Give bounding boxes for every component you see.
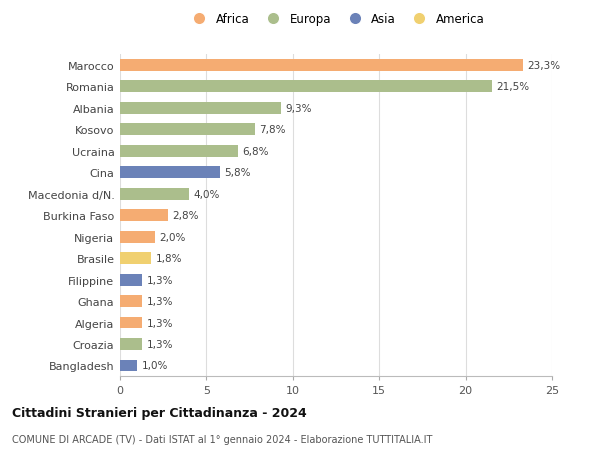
Bar [120,360,137,372]
Legend: Africa, Europa, Asia, America: Africa, Europa, Asia, America [182,8,490,31]
Text: 2,0%: 2,0% [159,232,185,242]
Bar [120,274,142,286]
Text: 7,8%: 7,8% [259,125,286,135]
Text: 1,3%: 1,3% [147,297,173,307]
Bar [120,252,151,264]
Text: COMUNE DI ARCADE (TV) - Dati ISTAT al 1° gennaio 2024 - Elaborazione TUTTITALIA.: COMUNE DI ARCADE (TV) - Dati ISTAT al 1°… [12,434,433,444]
Text: 1,0%: 1,0% [142,361,168,371]
Bar [120,103,281,115]
Bar [120,146,238,157]
Bar [120,338,142,350]
Text: 2,8%: 2,8% [173,211,199,221]
Bar [120,231,155,243]
Bar [120,210,169,222]
Text: 1,8%: 1,8% [155,253,182,263]
Bar [120,124,255,136]
Text: 1,3%: 1,3% [147,275,173,285]
Text: 5,8%: 5,8% [224,168,251,178]
Text: 23,3%: 23,3% [527,61,560,71]
Bar [120,81,491,93]
Text: Cittadini Stranieri per Cittadinanza - 2024: Cittadini Stranieri per Cittadinanza - 2… [12,406,307,419]
Text: 6,8%: 6,8% [242,146,268,157]
Bar [120,167,220,179]
Text: 4,0%: 4,0% [193,189,220,199]
Bar [120,296,142,308]
Text: 9,3%: 9,3% [285,104,311,114]
Text: 1,3%: 1,3% [147,339,173,349]
Bar [120,189,189,200]
Bar [120,60,523,72]
Text: 1,3%: 1,3% [147,318,173,328]
Bar [120,317,142,329]
Text: 21,5%: 21,5% [496,82,529,92]
